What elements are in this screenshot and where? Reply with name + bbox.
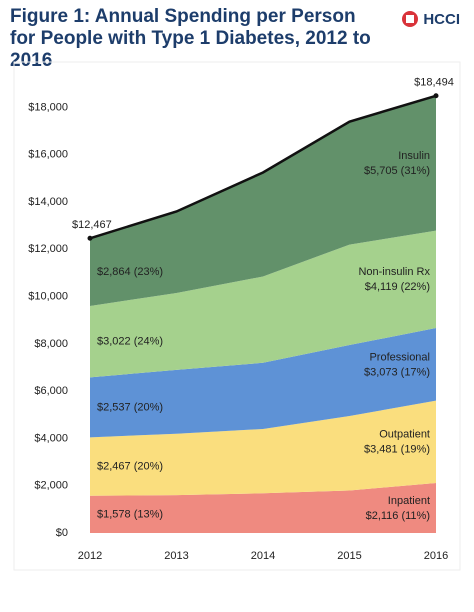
y-tick-label: $14,000 <box>28 196 68 208</box>
total-point <box>433 93 439 99</box>
y-tick-label: $10,000 <box>28 290 68 302</box>
total-point <box>87 235 93 241</box>
chart-title: Figure 1: Annual Spending per Person for… <box>10 6 371 71</box>
area <box>90 328 436 438</box>
series-label: Inpatient <box>388 495 430 507</box>
series-label: Outpatient <box>379 429 430 441</box>
value-label: $2,116 (11%) <box>366 510 430 522</box>
y-tick-label: $4,000 <box>34 432 68 444</box>
x-tick-label: 2016 <box>424 550 448 562</box>
y-tick-label: $6,000 <box>34 385 68 397</box>
area <box>90 482 436 533</box>
value-label: $3,481 (19%) <box>364 444 430 456</box>
y-tick-label: $18,000 <box>28 101 68 113</box>
value-label: $2,467 (20%) <box>97 460 163 472</box>
value-label: $3,073 (17%) <box>364 366 430 378</box>
total-line <box>89 94 437 240</box>
value-label: $2,864 (23%) <box>97 266 163 278</box>
series-label: Insulin <box>398 150 430 162</box>
value-label: $3,022 (24%) <box>97 336 163 348</box>
x-tick-label: 2012 <box>78 550 102 562</box>
area <box>90 230 436 378</box>
chart-frame <box>13 61 461 571</box>
total-label: $12,467 <box>72 219 112 231</box>
value-label: $4,119 (22%) <box>365 281 430 293</box>
value-label: $1,578 (13%) <box>97 508 163 520</box>
y-tick-label: $8,000 <box>34 338 68 350</box>
total-label: $18,494 <box>414 77 454 89</box>
value-label: $2,537 (20%) <box>97 401 163 413</box>
logo-text: HCCI <box>423 10 460 28</box>
x-tick-label: 2015 <box>337 550 361 562</box>
area <box>90 400 436 496</box>
area <box>90 95 436 306</box>
series-label: Professional <box>369 351 430 363</box>
series-label: Non-insulin Rx <box>358 266 430 278</box>
logo-icon <box>402 11 419 27</box>
value-label: $5,705 (31%) <box>364 165 430 177</box>
y-tick-label: $12,000 <box>28 243 68 255</box>
x-tick-label: 2014 <box>251 550 275 562</box>
y-tick-label: $2,000 <box>34 480 68 492</box>
y-tick-label: $0 <box>56 527 68 539</box>
x-tick-label: 2013 <box>164 550 188 562</box>
y-tick-label: $16,000 <box>28 149 68 161</box>
logo: HCCI <box>401 10 460 28</box>
